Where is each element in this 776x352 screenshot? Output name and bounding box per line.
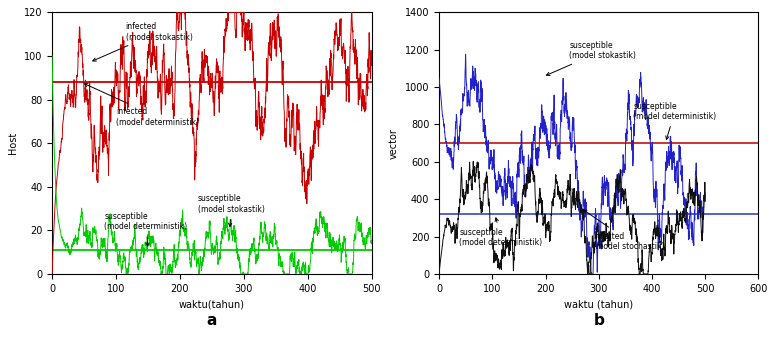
Text: infected
(model deterministik): infected (model deterministik) [85, 83, 199, 127]
Text: a: a [206, 313, 217, 328]
Text: infected
(model stochastik): infected (model stochastik) [584, 210, 665, 251]
Y-axis label: Host: Host [9, 132, 19, 154]
Text: susceptible
(model stokastik): susceptible (model stokastik) [546, 41, 636, 75]
Text: b: b [594, 313, 605, 328]
X-axis label: waktu (tahun): waktu (tahun) [564, 299, 633, 309]
Text: susceptible
(model stokastik): susceptible (model stokastik) [198, 194, 265, 226]
Text: susceptible
(model deterministik): susceptible (model deterministik) [633, 102, 716, 139]
Text: infected
(model stokastik): infected (model stokastik) [92, 22, 192, 61]
X-axis label: waktu(tahun): waktu(tahun) [178, 299, 245, 309]
Text: susceptible
(model deterministik): susceptible (model deterministik) [105, 212, 188, 246]
Y-axis label: vector: vector [389, 128, 399, 158]
Text: susceptible
(model deterministik): susceptible (model deterministik) [459, 218, 542, 247]
